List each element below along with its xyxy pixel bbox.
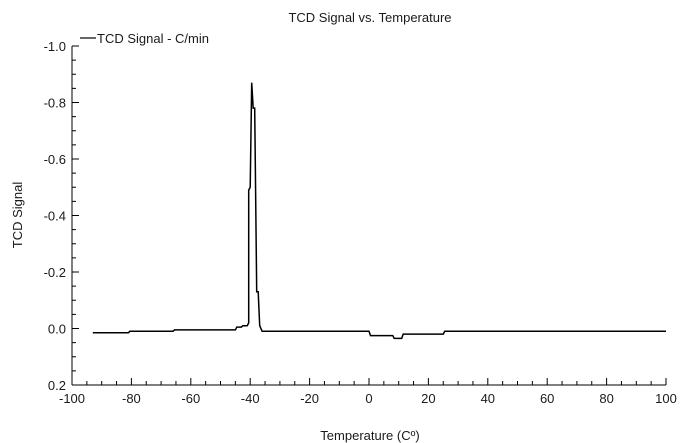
series-layer bbox=[92, 82, 666, 340]
y-tick-label: 0.0 bbox=[48, 322, 66, 337]
y-tick-label: -0.6 bbox=[44, 152, 66, 167]
y-axis-ticks: -1.0 -0.8 -0.6 -0.4 -0.2 0.0 0.2 bbox=[44, 39, 79, 393]
legend-entry-label: TCD Signal - C/min bbox=[97, 31, 209, 46]
x-tick-label: 40 bbox=[481, 391, 495, 406]
legend: TCD Signal - C/min bbox=[80, 31, 209, 46]
x-tick-label: 60 bbox=[540, 391, 554, 406]
series-line-tcd-signal bbox=[92, 82, 666, 340]
x-tick-label: -60 bbox=[181, 391, 200, 406]
x-axis-ticks: -100 -80 -60 -40 -20 0 20 40 60 80 100 bbox=[59, 378, 677, 406]
x-tick-label: 80 bbox=[599, 391, 613, 406]
x-tick-label: 100 bbox=[655, 391, 677, 406]
x-tick-label: -20 bbox=[300, 391, 319, 406]
x-tick-label: -40 bbox=[241, 391, 260, 406]
y-tick-label: -1.0 bbox=[44, 39, 66, 54]
x-tick-label: -80 bbox=[122, 391, 141, 406]
y-tick-label: -0.8 bbox=[44, 96, 66, 111]
chart-title: TCD Signal vs. Temperature bbox=[288, 10, 451, 25]
y-axis-label: TCD Signal bbox=[10, 182, 25, 249]
y-tick-label: -0.4 bbox=[44, 209, 66, 224]
x-tick-label: 20 bbox=[421, 391, 435, 406]
y-tick-label: 0.2 bbox=[48, 378, 66, 393]
x-axis-label: Temperature (Cº) bbox=[320, 428, 419, 443]
x-tick-label: -100 bbox=[59, 391, 85, 406]
x-tick-label: 0 bbox=[365, 391, 372, 406]
y-tick-label: -0.2 bbox=[44, 265, 66, 280]
plot-frame bbox=[71, 46, 666, 386]
